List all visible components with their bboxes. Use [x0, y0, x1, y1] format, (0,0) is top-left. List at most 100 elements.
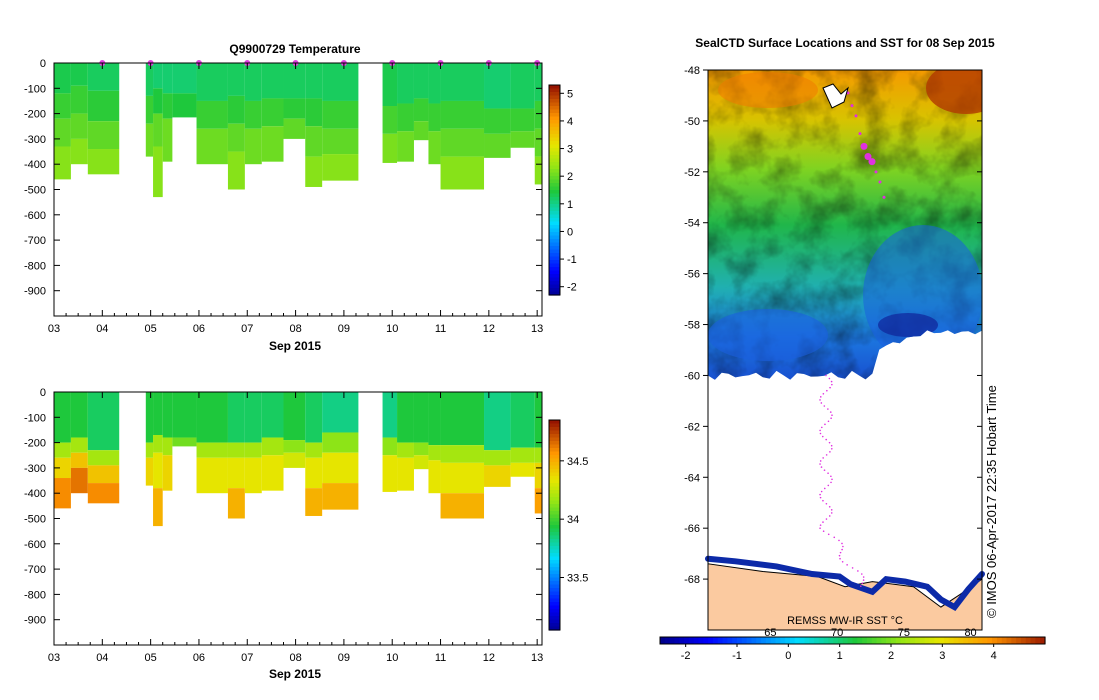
profile-cell	[87, 392, 120, 451]
profile-cell	[153, 146, 163, 198]
temperature-x-axis-label: Sep 2015	[269, 339, 321, 353]
track-point	[819, 432, 822, 435]
profile-cell	[305, 98, 323, 127]
profile-cell	[283, 452, 306, 468]
colorbar-step	[727, 637, 733, 644]
warm-patch	[718, 72, 818, 108]
sst-colorbar: -2 -1 0 1 2 3 4 65 70 75 80	[659, 627, 1046, 662]
profile-cell	[227, 457, 245, 489]
track-point	[827, 472, 829, 475]
profile-cell	[413, 392, 429, 443]
colorbar-step	[905, 637, 911, 644]
colorbar-step	[992, 637, 998, 644]
colorbar-tick-label: 0	[785, 650, 791, 662]
profile-cell	[162, 118, 173, 162]
y-tick-label: -400	[24, 488, 46, 500]
profile-cell	[162, 63, 173, 94]
track-point	[831, 383, 833, 386]
colorbar-step	[549, 623, 560, 628]
profile-cell	[440, 156, 485, 190]
colorbar-step	[684, 637, 690, 644]
track-point	[826, 389, 828, 392]
colorbar-step	[549, 609, 560, 614]
track-point	[819, 460, 822, 462]
colorbar-step	[987, 637, 993, 644]
colorbar-step	[549, 235, 560, 240]
profile-cell	[87, 450, 120, 466]
colorbar-frame	[659, 636, 1046, 645]
colorbar-step	[549, 123, 560, 128]
track-point	[830, 447, 833, 450]
colorbar-step	[862, 637, 868, 644]
track-point	[819, 493, 821, 496]
profile-cell	[322, 100, 359, 129]
profile-cell	[227, 151, 245, 190]
colorbar-tick-label: 5	[567, 88, 573, 100]
colorbar-step	[809, 637, 815, 644]
colorbar-step	[549, 563, 560, 568]
profile-cell	[322, 483, 359, 510]
profile-cell	[440, 63, 485, 101]
profile-cell	[484, 465, 511, 487]
sst-map-title: SealCTD Surface Locations and SST for 08…	[695, 36, 995, 50]
colorbar-step	[871, 637, 878, 644]
profile-cell	[534, 156, 542, 185]
colorbar-step	[943, 637, 950, 644]
profile-cell	[153, 392, 163, 436]
track-point	[830, 380, 833, 383]
colorbar-tick-label: 2	[888, 650, 894, 662]
track-point	[819, 527, 821, 529]
lat-tick-label: -64	[684, 472, 700, 484]
profile-cell	[162, 392, 173, 438]
profile-cell	[322, 392, 359, 433]
colorbar-step	[703, 637, 709, 644]
profile-cell	[227, 123, 245, 152]
track-point	[830, 509, 833, 511]
colorbar-step	[732, 637, 738, 644]
salinity-cells	[54, 392, 542, 527]
profile-cell	[413, 98, 429, 122]
colorbar-step	[1020, 637, 1027, 644]
track-point	[830, 417, 832, 420]
colorbar-step	[549, 263, 560, 268]
x-tick-label: 09	[338, 323, 350, 335]
profile-cell	[196, 63, 228, 101]
colorbar-tick-label: -2	[681, 650, 691, 662]
profile-cell	[261, 437, 284, 456]
colorbar-step	[549, 514, 560, 519]
colorbar-step	[549, 246, 560, 251]
track-point	[820, 490, 823, 493]
profile-cell	[244, 392, 262, 443]
colorbar-step	[664, 637, 671, 644]
profile-cell	[413, 63, 429, 99]
colorbar-tick-label: 3	[939, 650, 945, 662]
profile-cell	[534, 392, 542, 448]
colorbar-step	[1035, 637, 1041, 644]
track-point	[819, 524, 822, 526]
lat-tick-label: -62	[684, 421, 700, 433]
y-tick-label: -500	[24, 185, 46, 197]
colorbar-step	[756, 637, 762, 644]
warm-patch	[926, 70, 982, 114]
colorbar-tick-label: 1	[567, 199, 573, 211]
colorbar-step	[789, 637, 796, 644]
colorbar-step	[549, 493, 560, 498]
colorbar-step	[818, 637, 825, 644]
profile-cell	[196, 457, 228, 494]
profile-cell	[153, 63, 163, 89]
colorbar-step	[549, 239, 560, 244]
track-point	[819, 496, 822, 499]
colorbar-step	[881, 637, 887, 644]
profile-cell	[397, 63, 414, 104]
profile-cell	[196, 128, 228, 165]
map-frame	[707, 69, 983, 631]
profile-cell	[54, 63, 71, 94]
profile-cell	[510, 392, 535, 448]
profile-cell	[440, 493, 485, 519]
x-tick-label: 10	[386, 323, 398, 335]
track-point	[823, 469, 826, 471]
colorbar-step	[549, 113, 560, 118]
colorbar-step	[833, 637, 839, 644]
profile-cell	[305, 156, 323, 187]
colorbar-step	[549, 190, 560, 195]
